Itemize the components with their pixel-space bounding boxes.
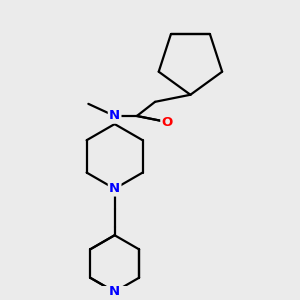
Text: O: O [162,116,173,128]
Text: N: N [109,285,120,298]
Text: N: N [109,110,120,122]
Text: N: N [109,182,120,195]
